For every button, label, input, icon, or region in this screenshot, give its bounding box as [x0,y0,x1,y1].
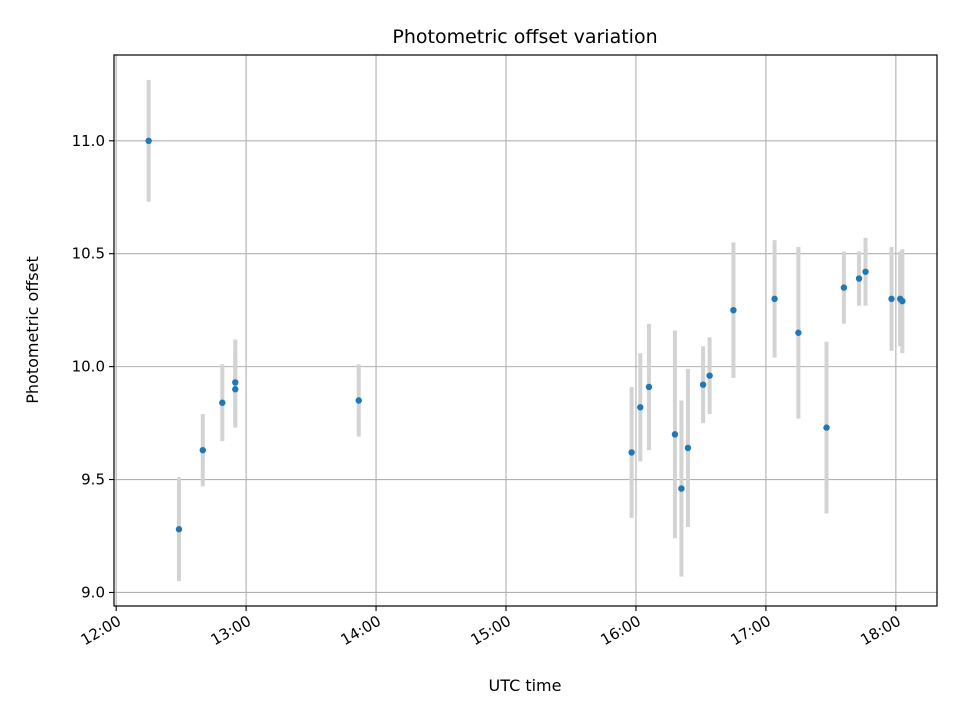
data-point [771,295,778,303]
data-point [145,137,152,145]
data-points [145,137,906,533]
data-point [795,329,802,336]
data-point [232,386,239,393]
y-tick-label: 10.0 [72,358,105,376]
data-point [899,297,906,305]
y-tick-label: 10.5 [72,245,105,263]
data-point [823,424,830,431]
chart-title: Photometric offset variation [392,26,657,48]
data-point [355,397,362,404]
data-point [706,372,713,379]
data-point [888,295,895,303]
data-point [628,449,635,456]
data-point [232,379,239,386]
data-point [840,284,848,291]
plot-frame [113,54,938,607]
data-point [855,275,863,282]
data-point [730,306,737,314]
y-tick-label: 11.0 [72,132,105,150]
y-axis-ticks: 9.0 9.5 10.0 10.5 11.0 [72,132,114,601]
x-axis-label: UTC time [489,676,562,695]
data-point [645,383,653,391]
data-point [678,485,685,492]
y-axis-label: Photometric offset [23,256,42,404]
data-point [637,404,644,411]
data-point [684,444,692,452]
data-point [862,268,869,275]
data-point [671,431,679,438]
data-point [699,381,707,388]
data-point [199,446,206,454]
data-point [219,399,226,406]
y-tick-label: 9.5 [81,471,105,489]
y-tick-label: 9.0 [81,583,105,601]
data-point [175,526,183,533]
